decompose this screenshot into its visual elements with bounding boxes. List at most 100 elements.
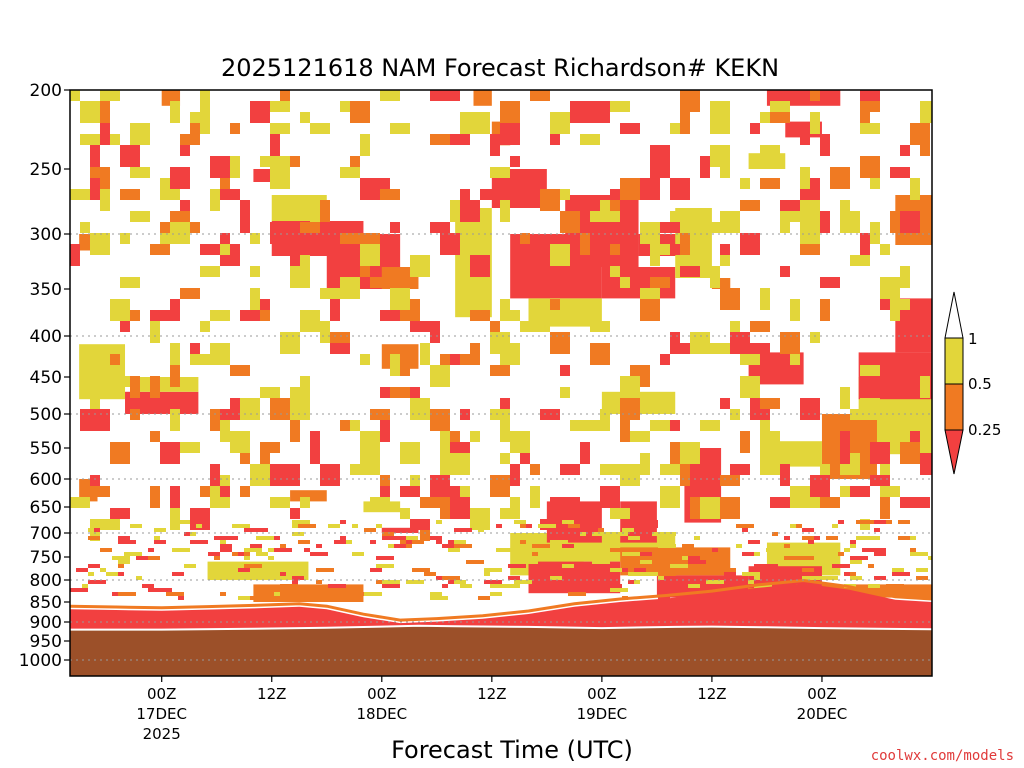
ri-cell-low xyxy=(172,572,184,576)
ri-cell xyxy=(900,354,920,376)
ri-cell xyxy=(240,310,260,321)
ri-cell xyxy=(680,112,690,134)
ri-cell-low xyxy=(208,564,220,568)
ri-cell-low xyxy=(118,536,130,540)
ri-cell-low xyxy=(670,564,688,568)
ri-cell xyxy=(880,244,890,255)
ri-cell xyxy=(400,442,420,464)
ri-cell xyxy=(530,464,540,475)
ri-cell xyxy=(500,508,520,519)
ri-cell xyxy=(550,134,560,145)
ri-cell xyxy=(550,112,570,134)
ri-cell xyxy=(750,343,770,354)
ri-cell xyxy=(490,409,510,420)
ri-cell-low xyxy=(232,552,238,556)
ri-cell-low xyxy=(358,592,364,596)
ri-cell xyxy=(170,343,180,365)
ri-cell xyxy=(460,200,480,222)
ri-cell xyxy=(560,189,570,200)
x-tick-date: 20DEC xyxy=(797,705,848,723)
ri-cell xyxy=(320,464,340,486)
ri-cell xyxy=(270,134,280,156)
ri-cell xyxy=(890,409,910,420)
ri-cell xyxy=(470,255,490,277)
ri-cell xyxy=(450,453,470,475)
ri-cell-low xyxy=(382,584,400,588)
ri-cell xyxy=(820,134,830,156)
ri-cell-low xyxy=(88,580,106,584)
ri-cell xyxy=(400,508,410,519)
ri-cell xyxy=(80,134,100,145)
ri-cell-low xyxy=(394,528,400,532)
ri-cell-low xyxy=(466,560,484,564)
ri-cell-low xyxy=(280,584,298,588)
ri-cell xyxy=(620,464,640,486)
ri-cell xyxy=(680,90,700,112)
ri-cell xyxy=(910,123,930,134)
ri-cell xyxy=(470,277,490,299)
ri-cell-low xyxy=(784,556,802,560)
ri-cell xyxy=(290,233,300,244)
ri-cell-low xyxy=(484,568,502,572)
ri-cell-low xyxy=(802,536,814,540)
ri-cell xyxy=(90,145,100,167)
ri-cell xyxy=(900,442,920,464)
ri-cell xyxy=(80,222,90,233)
ri-cell xyxy=(880,497,890,519)
ri-cell xyxy=(600,409,610,431)
ri-cell xyxy=(150,244,170,255)
ri-cell xyxy=(380,189,400,200)
ri-cell xyxy=(470,310,490,321)
colorbar-segment-yellow xyxy=(944,337,964,385)
ri-cell-low xyxy=(214,536,220,540)
ri-cell-low xyxy=(70,588,88,592)
ri-cell xyxy=(670,442,680,464)
ri-cell xyxy=(730,321,740,332)
ri-cell xyxy=(560,464,580,475)
plot-area xyxy=(70,90,932,676)
ri-cell xyxy=(730,464,750,475)
ri-cell xyxy=(270,123,290,134)
ri-cell xyxy=(810,112,820,134)
ri-cell-low xyxy=(742,528,748,532)
ri-cell-low xyxy=(748,580,754,584)
ri-cell-low xyxy=(574,552,592,556)
ri-cell-low xyxy=(658,576,664,580)
ri-cell-low xyxy=(112,592,118,596)
ri-cell-low xyxy=(826,548,832,552)
y-tick-label: 1000 xyxy=(19,651,62,671)
ri-cell-low xyxy=(382,580,400,584)
ri-cell xyxy=(630,431,650,442)
ri-cell xyxy=(200,90,210,101)
ri-cell-low xyxy=(184,532,190,536)
ri-cell-low xyxy=(82,584,88,588)
ri-cell xyxy=(120,189,140,200)
ri-cell-low xyxy=(304,548,310,552)
ri-cell xyxy=(380,178,390,189)
ri-cell xyxy=(900,266,910,288)
ri-cell-low xyxy=(658,596,670,600)
ri-cell-low xyxy=(868,564,874,568)
ri-cell xyxy=(120,277,140,288)
ri-cell xyxy=(440,233,460,255)
ri-cell-low xyxy=(106,572,112,576)
ri-cell-low xyxy=(766,564,778,568)
ri-cell xyxy=(360,453,380,475)
ri-cell-low xyxy=(376,556,394,560)
ri-cell xyxy=(420,343,430,365)
ri-cell-low xyxy=(874,548,886,552)
ri-cell xyxy=(790,486,810,508)
ri-cell-low xyxy=(190,532,196,536)
ri-cell-low xyxy=(838,552,844,556)
ri-cell xyxy=(670,211,690,222)
ri-cell xyxy=(740,233,760,255)
ri-cell-low xyxy=(754,564,772,568)
y-axis: 200 250 300 350 400 450 500 550 600 650 700 750 8008… xyxy=(19,81,70,671)
ri-cell xyxy=(110,508,130,519)
ri-cell xyxy=(150,376,160,398)
ri-cell-low xyxy=(628,536,640,540)
ri-cell-low xyxy=(430,592,442,596)
ri-cell-low xyxy=(490,584,508,588)
ri-patch-5 xyxy=(253,584,364,602)
ri-cell-low xyxy=(442,544,460,548)
